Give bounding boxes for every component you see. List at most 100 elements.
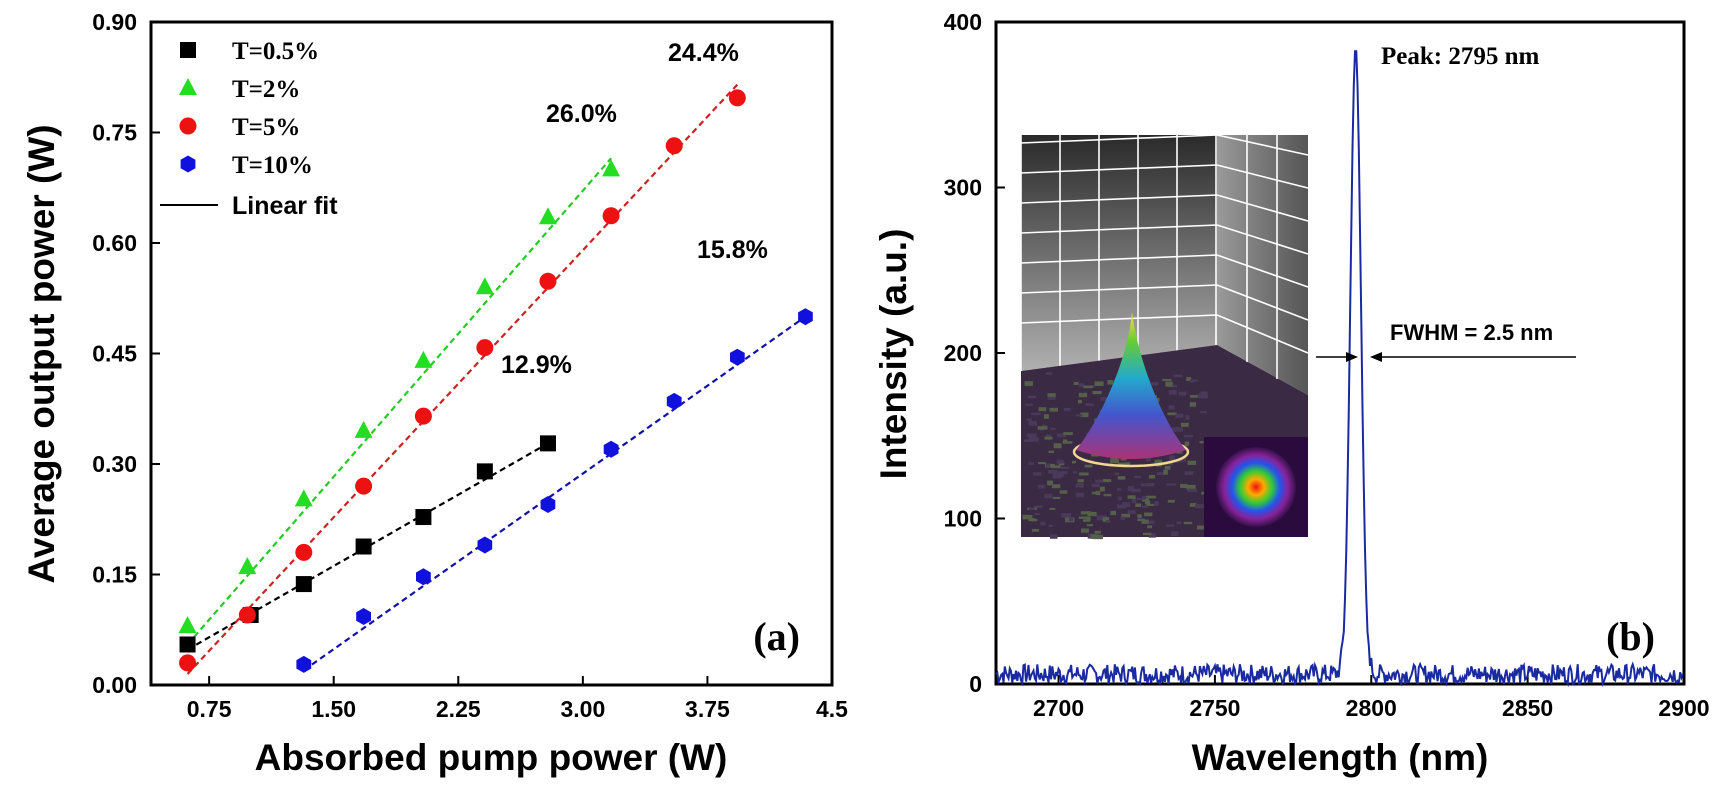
panel-a-y-tick-label: 0.00 [92, 672, 137, 698]
inset-speckle [1146, 503, 1155, 507]
inset-speckle [1200, 410, 1207, 414]
inset-speckle [1028, 507, 1035, 510]
inset-speckle [1045, 463, 1051, 467]
inset-speckle [1083, 385, 1093, 389]
inset-speckle [1040, 521, 1046, 526]
inset-speckle [1183, 521, 1193, 525]
inset-speckle [1120, 516, 1125, 520]
inset-speckle [1173, 374, 1183, 378]
inset-grid-line [1216, 314, 1309, 354]
inset-speckle [1168, 389, 1177, 395]
inset-speckle [1047, 396, 1056, 400]
inset-speckle [1165, 381, 1173, 387]
panel-a-y-tick-label: 0.30 [92, 451, 137, 477]
inset-speckle [1060, 466, 1070, 469]
inset-speckle [1078, 516, 1087, 519]
data-point-t-5- [539, 272, 557, 290]
data-point-t-2- [414, 350, 433, 368]
inset-speckle [1195, 504, 1204, 509]
legend-fit-label: Linear fit [232, 192, 338, 220]
panel-b-y-tick-label: 100 [944, 506, 982, 532]
legend-label: T=0.5% [232, 38, 319, 65]
inset-speckle [1062, 441, 1073, 444]
inset-speckle [1189, 503, 1197, 507]
panel-b-y-axis-label: Intensity (a.u.) [873, 229, 914, 480]
data-point-t-2- [294, 489, 313, 507]
inset-speckle [1168, 455, 1175, 461]
inset-speckle [1057, 472, 1064, 478]
inset-speckle [1176, 451, 1183, 454]
inset-speckle [1072, 471, 1078, 474]
inset-speckle [1053, 443, 1062, 449]
inset-speckle [1024, 381, 1033, 387]
inset-speckle [1047, 393, 1056, 398]
inset-speckle [1087, 511, 1097, 517]
panel-a-x-tick-label: 0.75 [187, 696, 232, 722]
inset-speckle [1196, 525, 1205, 530]
inset-speckle [1106, 520, 1111, 523]
inset-speckle [1156, 472, 1166, 475]
data-point-t-5- [355, 477, 373, 495]
inset-speckle [1110, 510, 1117, 516]
inset-speckle [1199, 441, 1204, 444]
panel-a-x-tick-label: 3.00 [560, 696, 605, 722]
inset-speckle [1051, 465, 1061, 469]
inset-speckle [1072, 460, 1077, 464]
inset-speckle [1038, 484, 1046, 489]
inset-speckle [1092, 391, 1102, 395]
inset-speckle [1044, 493, 1053, 499]
fwhm-annotation: FWHM = 2.5 nm [1390, 320, 1553, 345]
fwhm-arrowhead-right [1370, 352, 1382, 362]
inset-speckle [1068, 516, 1074, 522]
data-point-t-2- [178, 616, 197, 634]
inset-speckle [1078, 392, 1088, 398]
panel-a-y-tick-label: 0.60 [92, 230, 137, 256]
inset-speckle [1148, 533, 1156, 538]
inset-speckle [1110, 458, 1119, 464]
inset-speckle [1154, 459, 1163, 465]
inset-speckle [1189, 402, 1197, 407]
inset-speckle [1142, 495, 1147, 499]
legend-marker [179, 78, 197, 95]
inset-speckle [1142, 505, 1148, 508]
inset-speckle [1095, 490, 1101, 496]
data-point-t-5- [295, 543, 313, 561]
efficiency-label: 26.0% [546, 100, 617, 128]
inset-speckle [1058, 462, 1065, 466]
inset-speckle [1077, 479, 1084, 483]
inset-speckle [1180, 483, 1188, 489]
panel-b-x-tick-label: 2700 [1033, 695, 1084, 721]
inset-speckle [1047, 480, 1053, 486]
inset-grid [1020, 134, 1309, 379]
inset-speckle [1085, 403, 1094, 406]
inset-speckle [1043, 414, 1049, 419]
inset-speckle [1028, 462, 1034, 465]
inset-speckle [1127, 510, 1136, 515]
inset-speckle [1028, 420, 1038, 426]
inset-speckle [1168, 405, 1175, 410]
panel-a-x-tick-label: 3.75 [685, 696, 730, 722]
inset-speckle [1102, 517, 1110, 522]
inset-speckle [1147, 520, 1155, 524]
inset-speckle [1146, 457, 1151, 462]
panel-a-legend: T=0.5% T=2% T=5% T=10% Linear fit [160, 38, 338, 220]
inset-back-wall [1021, 135, 1217, 371]
inset-speckle [1048, 450, 1054, 454]
inset-grid-line [1020, 194, 1218, 204]
inset-speckle [1075, 484, 1084, 488]
inset-speckle [1031, 412, 1041, 416]
inset-speckle [1052, 484, 1061, 489]
inset-speckle [1117, 462, 1126, 466]
inset-speckle [1176, 521, 1182, 525]
inset-speckle [1033, 472, 1042, 476]
inset-speckle [1062, 439, 1068, 443]
inset-speckle [1135, 503, 1142, 508]
panel-b-y-tick-label: 300 [944, 175, 982, 201]
inset-speckle [1117, 496, 1122, 501]
data-point-t-10- [477, 536, 493, 554]
data-point-t-2- [475, 277, 494, 295]
panel-a-y-tick-label: 0.15 [92, 562, 137, 588]
inset-speckle [1075, 414, 1083, 417]
efficiency-label: 24.4% [668, 39, 739, 67]
inset-speckle [1154, 501, 1159, 507]
